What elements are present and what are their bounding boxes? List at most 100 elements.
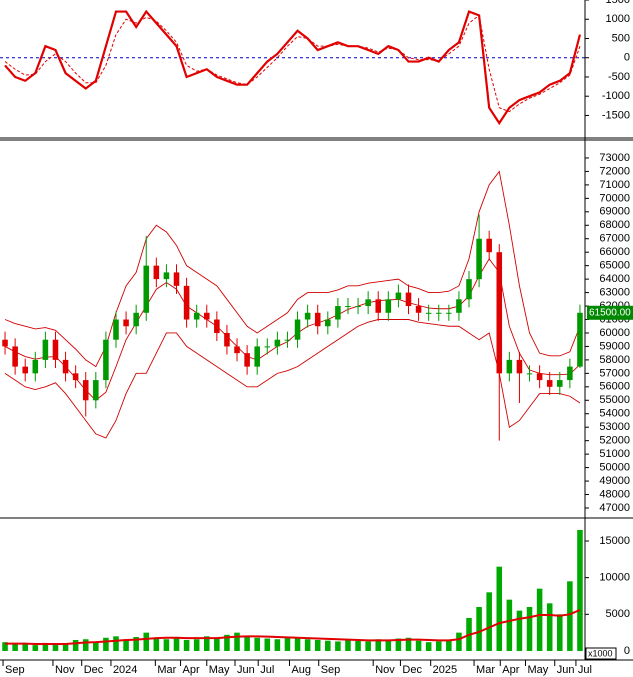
volume-bar	[496, 566, 503, 651]
line-series	[4, 258, 581, 401]
volume-bar	[234, 632, 240, 651]
candle-body	[274, 339, 281, 347]
volume-bar	[355, 640, 361, 651]
candle-body	[12, 346, 18, 367]
y-tick-label: 15000	[599, 535, 630, 547]
candle-body	[446, 312, 452, 314]
candle-body	[113, 319, 119, 340]
candle-body	[82, 380, 89, 401]
y-tick-label: 60000	[599, 327, 630, 339]
candle-body	[52, 339, 59, 360]
candle-body	[244, 353, 250, 367]
volume-bar	[365, 641, 371, 651]
candle-body	[284, 339, 291, 341]
y-tick-label: 69000	[599, 206, 630, 218]
candle-body	[153, 265, 160, 280]
volume-bar	[274, 639, 281, 651]
y-tick-label: 1000	[606, 13, 630, 25]
y-tick-label: 0	[624, 645, 630, 657]
y-tick-label: 59000	[599, 340, 630, 352]
y-tick-label: 64000	[599, 273, 630, 285]
volume-bar	[22, 643, 28, 651]
candle-body	[193, 312, 200, 320]
volume-bar	[193, 639, 200, 651]
candle-body	[294, 319, 301, 340]
volume-bar	[254, 637, 260, 651]
x-tick-label: Mar	[476, 664, 495, 676]
candle-body	[435, 312, 442, 314]
x-tick-label: Nov	[55, 664, 75, 676]
unit-label: x1000	[588, 648, 613, 658]
last-price-box	[587, 305, 633, 320]
x-tick-label: Sep	[321, 664, 341, 676]
candle-body	[123, 319, 129, 327]
candle-body	[345, 306, 351, 308]
candle-body	[516, 359, 523, 374]
candle-body	[496, 252, 503, 374]
volume-bar	[385, 639, 392, 651]
volume-bar	[335, 641, 341, 651]
y-tick-label: 57000	[599, 367, 630, 379]
volume-bar	[395, 638, 402, 651]
y-tick-label: 10000	[599, 572, 630, 584]
volume-bar	[163, 639, 170, 651]
candle-body	[506, 359, 513, 374]
line-series	[4, 9, 582, 126]
volume-bar	[294, 637, 301, 651]
volume-bar	[476, 606, 482, 651]
candle-body	[526, 373, 533, 375]
volume-bar	[325, 640, 331, 651]
candle-body	[456, 299, 462, 313]
volume-bar	[113, 636, 119, 651]
y-tick-label: 72000	[599, 165, 630, 177]
volume-bar	[446, 639, 452, 651]
candle-body	[385, 299, 392, 313]
candle-body	[62, 359, 69, 374]
candle-body	[567, 366, 573, 381]
candle-body	[577, 312, 583, 367]
x-tick-label: Nov	[375, 664, 395, 676]
volume-bar	[12, 644, 18, 651]
volume-bar	[72, 639, 79, 651]
volume-bar	[93, 642, 99, 651]
volume-bar	[435, 641, 442, 651]
candle-body	[183, 285, 190, 320]
candle-body	[304, 312, 311, 320]
candle-body	[466, 279, 472, 300]
y-tick-label: 51000	[599, 448, 630, 460]
candle-body	[203, 312, 210, 320]
candle-body	[486, 238, 492, 253]
volume-bar	[405, 637, 412, 651]
volume-bar	[546, 603, 553, 651]
line-series	[4, 14, 581, 113]
x-tick-label: Jul	[260, 664, 274, 676]
y-tick-label: 63000	[599, 286, 630, 298]
volume-bar	[103, 637, 109, 651]
x-tick-label: Jun	[557, 664, 575, 676]
y-tick-label: 50000	[599, 461, 630, 473]
y-tick-label: -1000	[602, 90, 630, 102]
line-series	[5, 609, 581, 646]
line-series	[4, 170, 581, 368]
candle-body	[2, 339, 8, 347]
y-tick-label: 70000	[599, 192, 630, 204]
y-tick-label: 1500	[606, 0, 630, 6]
volume-bar	[143, 632, 150, 651]
x-tick-label: Aug	[291, 664, 311, 676]
volume-bar	[133, 637, 139, 651]
y-tick-label: 54000	[599, 408, 630, 420]
y-tick-label: 0	[624, 52, 630, 64]
volume-bar	[203, 636, 210, 651]
candle-body	[395, 292, 402, 300]
candle-body	[214, 319, 220, 333]
volume-bar	[516, 610, 523, 651]
y-tick-label: 47000	[599, 502, 630, 514]
candle-body	[546, 380, 553, 387]
volume-bar	[2, 642, 8, 651]
volume-bar	[42, 642, 49, 651]
x-tick-label: May	[209, 664, 230, 676]
y-tick-label: 68000	[599, 219, 630, 231]
